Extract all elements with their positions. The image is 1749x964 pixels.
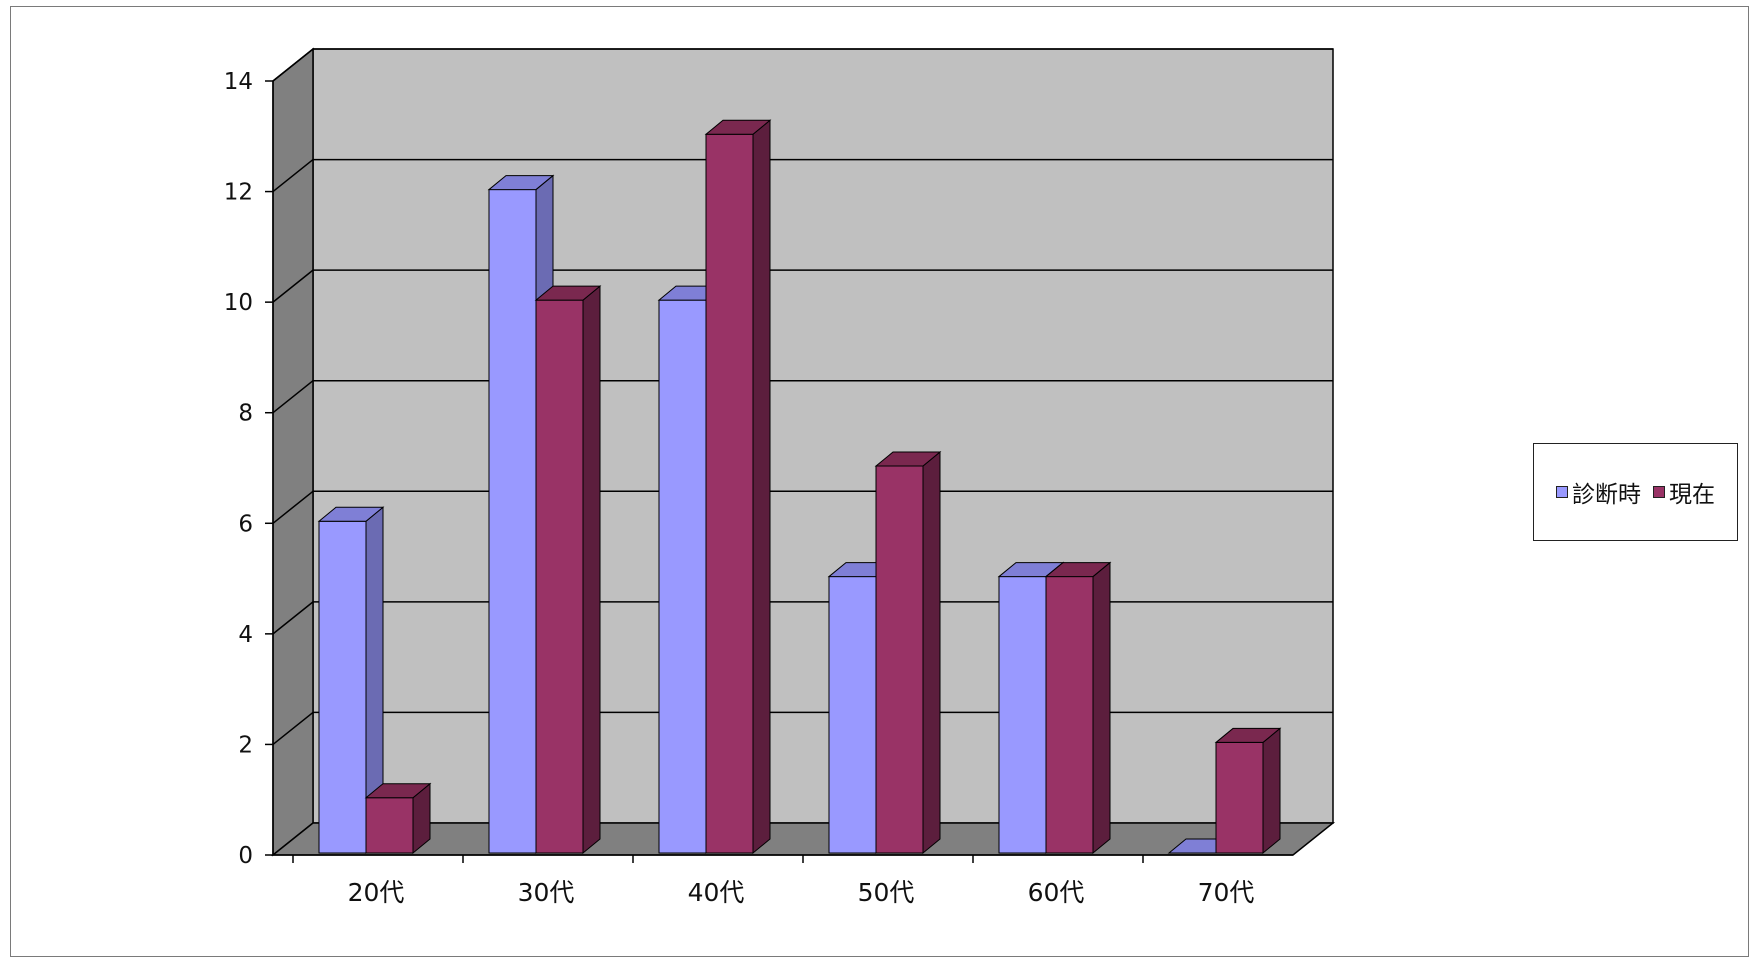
y-tick-label: 10 xyxy=(224,290,253,316)
x-tick-label: 20代 xyxy=(348,878,405,907)
y-tick-label: 12 xyxy=(224,180,253,206)
bar-top xyxy=(1044,562,1112,578)
bar-top xyxy=(487,175,555,191)
bar-side xyxy=(752,119,771,855)
x-tick-label: 30代 xyxy=(518,878,575,907)
x-tick-label: 40代 xyxy=(688,878,745,907)
legend: 診断時 現在 xyxy=(1533,443,1738,541)
bar xyxy=(658,299,707,854)
back-wall xyxy=(312,48,1334,824)
bar-side xyxy=(1262,727,1281,855)
legend-item-series-0: 診断時 xyxy=(1556,475,1641,509)
gridline-side xyxy=(272,48,314,82)
gridline-side xyxy=(272,269,314,303)
bar-side xyxy=(582,285,601,855)
bar-top xyxy=(534,285,602,301)
bar xyxy=(535,299,584,854)
y-tick-label: 4 xyxy=(238,622,253,648)
bar xyxy=(998,576,1047,854)
bar xyxy=(1215,741,1264,854)
x-tick-label: 50代 xyxy=(858,878,915,907)
x-tick-label: 60代 xyxy=(1028,878,1085,907)
y-tick-label: 14 xyxy=(224,69,253,95)
gridline-side xyxy=(272,711,314,746)
bar-top xyxy=(364,783,432,799)
gridline-side xyxy=(272,380,314,414)
legend-item-series-1: 現在 xyxy=(1653,475,1715,509)
bar xyxy=(1045,576,1094,854)
x-tick-label: 70代 xyxy=(1198,878,1255,907)
bar-top xyxy=(317,506,385,522)
bar-side xyxy=(922,450,941,855)
side-wall xyxy=(272,47,314,857)
y-tick-label: 6 xyxy=(238,511,253,537)
bar-top xyxy=(1214,727,1282,743)
gridline-side xyxy=(272,601,314,635)
y-tick-label: 2 xyxy=(238,732,253,758)
gridline-side xyxy=(272,490,314,524)
bar xyxy=(828,576,877,854)
chart-plot: 0 2 4 6 8 10 12 14 20代 30代 40代 50代 60代 70代 xyxy=(224,47,1336,907)
bar xyxy=(705,133,754,854)
legend-label-series-1: 現在 xyxy=(1669,482,1715,508)
legend-label-series-0: 診断時 xyxy=(1572,482,1641,508)
gridline-side xyxy=(272,158,314,193)
bar xyxy=(318,520,367,854)
bar-side xyxy=(1092,561,1111,855)
bar-top xyxy=(874,451,942,467)
y-tick-label: 8 xyxy=(238,401,253,427)
legend-swatch-series-0 xyxy=(1556,486,1568,498)
y-tick-label: 0 xyxy=(238,843,253,869)
chart-frame: 0 2 4 6 8 10 12 14 20代 30代 40代 50代 60代 70代 診断時 現在 xyxy=(10,6,1749,957)
bar-top xyxy=(704,119,772,135)
legend-swatch-series-1 xyxy=(1653,486,1665,498)
bar xyxy=(488,189,537,854)
bar xyxy=(365,797,414,854)
bar xyxy=(875,465,924,854)
